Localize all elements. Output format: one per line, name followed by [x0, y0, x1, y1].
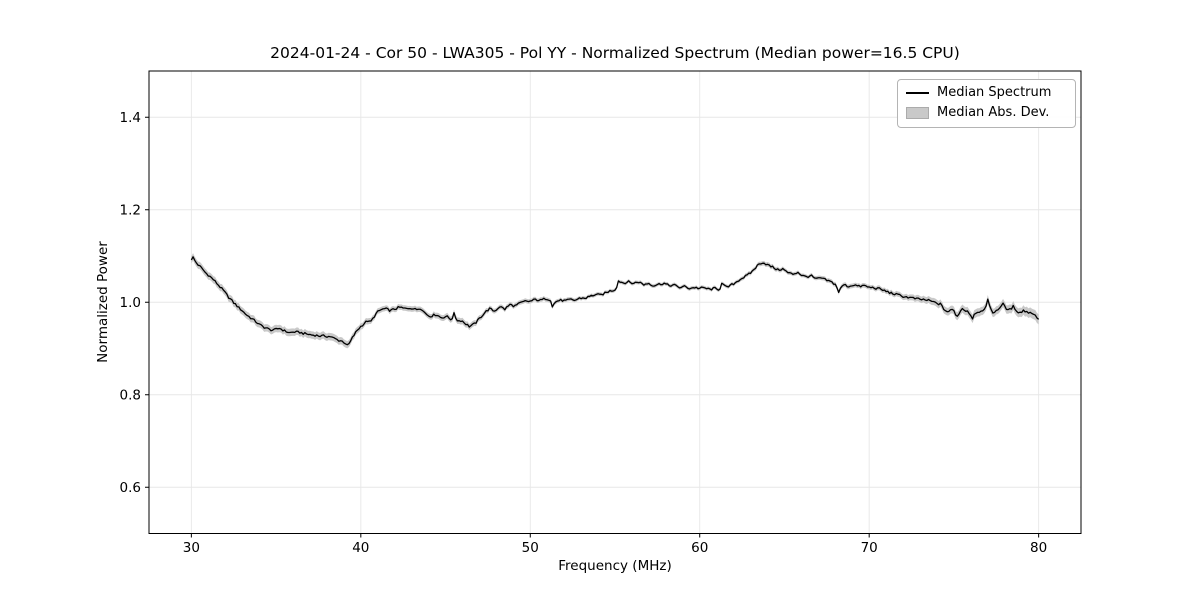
- chart-title: 2024-01-24 - Cor 50 - LWA305 - Pol YY - …: [270, 44, 960, 62]
- legend-label-median-spectrum: Median Spectrum: [937, 85, 1052, 100]
- y-tick-label-0.8: 0.8: [120, 387, 141, 403]
- x-tick-label-80: 80: [1030, 540, 1047, 556]
- legend-label-median-abs-dev: Median Abs. Dev.: [937, 105, 1050, 120]
- median-abs-dev-patch-swatch: [906, 107, 929, 119]
- x-tick-label-30: 30: [183, 540, 200, 556]
- y-tick-label-1.2: 1.2: [120, 202, 141, 218]
- x-tick-label-50: 50: [522, 540, 539, 556]
- mad-band: [191, 253, 1039, 349]
- y-tick-label-1.4: 1.4: [120, 110, 141, 126]
- legend-item-median-abs-dev: Median Abs. Dev.: [906, 104, 1067, 122]
- legend: Median Spectrum Median Abs. Dev.: [897, 79, 1076, 128]
- x-tick-label-70: 70: [861, 540, 878, 556]
- x-tick-label-60: 60: [691, 540, 708, 556]
- x-tick-label-40: 40: [352, 540, 369, 556]
- spectrum-line: [190, 256, 1040, 346]
- y-tick-label-1: 1.0: [120, 295, 141, 311]
- median-spectrum-line-swatch: [906, 92, 929, 94]
- y-tick-label-0.6: 0.6: [120, 480, 141, 496]
- x-axis-label: Frequency (MHz): [558, 558, 672, 574]
- legend-item-median-spectrum: Median Spectrum: [906, 84, 1067, 102]
